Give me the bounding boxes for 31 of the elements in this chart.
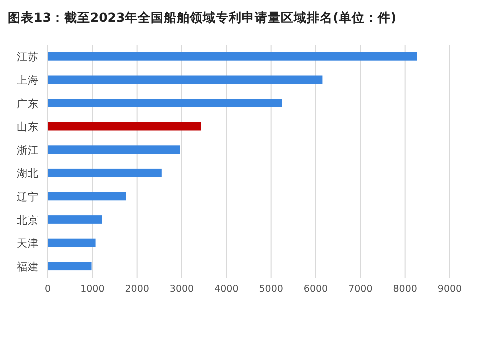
y-tick-label: 浙江 xyxy=(17,144,39,157)
bar xyxy=(48,99,282,108)
bar xyxy=(48,238,96,248)
bar xyxy=(48,192,126,201)
bar xyxy=(48,122,202,131)
bar xyxy=(48,216,102,224)
chart-title: 图表13：截至2023年全国船舶领域专利申请量区域排名(单位：件) xyxy=(8,10,397,25)
x-tick-label: 1000 xyxy=(80,284,105,295)
x-tick-label: 5000 xyxy=(259,284,284,295)
bar xyxy=(48,76,323,84)
y-tick-label: 上海 xyxy=(17,74,39,87)
bar xyxy=(48,168,162,178)
y-tick-label: 天津 xyxy=(17,237,39,250)
x-tick-label: 7000 xyxy=(348,284,373,295)
y-tick-label: 福建 xyxy=(17,260,39,274)
y-tick-label: 北京 xyxy=(17,214,39,227)
bar xyxy=(48,52,418,61)
x-tick-label: 0 xyxy=(44,284,52,295)
y-tick-label: 辽宁 xyxy=(17,190,39,204)
y-tick-label: 广东 xyxy=(17,97,39,110)
x-tick-label: 3000 xyxy=(170,284,194,295)
bar xyxy=(48,146,180,154)
y-tick-label: 山东 xyxy=(17,120,39,134)
y-tick-label: 江苏 xyxy=(17,50,39,64)
bar xyxy=(48,262,92,271)
y-tick-label: 湖北 xyxy=(17,167,39,180)
x-tick-label: 9000 xyxy=(438,284,462,295)
x-tick-label: 2000 xyxy=(125,284,150,295)
x-tick-label: 6000 xyxy=(304,284,328,295)
x-tick-label: 8000 xyxy=(393,284,418,295)
x-tick-label: 4000 xyxy=(214,284,239,295)
